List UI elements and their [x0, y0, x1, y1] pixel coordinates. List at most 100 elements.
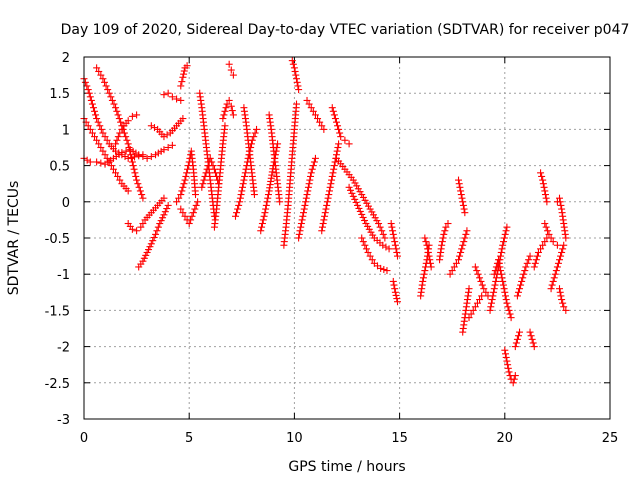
data-point	[156, 220, 164, 228]
data-point	[359, 193, 367, 201]
data-point	[135, 152, 143, 160]
data-point	[499, 277, 507, 285]
data-point	[513, 292, 521, 300]
data-point	[325, 191, 333, 199]
data-point	[107, 93, 115, 101]
data-point	[552, 267, 560, 275]
data-point	[351, 195, 359, 203]
data-point	[419, 274, 427, 282]
data-point	[236, 194, 244, 202]
data-point	[460, 205, 468, 213]
data-point	[159, 214, 167, 222]
data-point	[521, 267, 529, 275]
data-point	[539, 176, 547, 184]
y-tick-label: 1.5	[49, 87, 70, 102]
data-point	[503, 357, 511, 365]
data-point	[504, 364, 512, 372]
data-point	[181, 176, 189, 184]
data-point	[497, 252, 505, 260]
data-point	[293, 75, 301, 83]
data-point	[99, 129, 107, 137]
data-point	[229, 71, 237, 79]
data-point	[109, 165, 117, 173]
data-point	[310, 158, 318, 166]
data-point	[147, 122, 155, 130]
data-point	[292, 71, 300, 79]
data-point	[222, 104, 230, 112]
data-point	[296, 227, 304, 235]
data-point	[478, 281, 486, 289]
data-point	[335, 140, 343, 148]
data-point	[160, 194, 168, 202]
data-point	[303, 96, 311, 104]
data-point	[323, 201, 331, 209]
data-point	[347, 186, 355, 194]
data-point	[502, 296, 510, 304]
data-point	[560, 303, 568, 311]
data-point	[142, 251, 150, 259]
data-point	[486, 306, 494, 314]
data-point	[385, 245, 393, 253]
data-point	[210, 165, 218, 173]
data-point	[382, 243, 390, 251]
data-point	[145, 246, 153, 254]
data-point	[179, 183, 187, 191]
data-point	[253, 125, 261, 133]
data-point	[497, 248, 505, 256]
data-point	[456, 183, 464, 191]
data-point	[124, 117, 132, 125]
data-point	[86, 93, 94, 101]
data-point	[308, 165, 316, 173]
data-point	[105, 89, 113, 97]
data-point	[498, 245, 506, 253]
data-point	[321, 209, 329, 217]
data-point	[140, 254, 148, 262]
axis-ticks: 0 5 10 15 20 25 2 1.5 1 0.5 0 -0.5 -1 -1.5 -2 -2.5 -3	[45, 51, 619, 446]
data-point	[221, 122, 229, 130]
data-point	[99, 75, 107, 83]
data-point	[122, 133, 130, 141]
data-point	[465, 285, 473, 293]
data-point	[202, 169, 210, 177]
data-point	[150, 234, 158, 242]
data-point	[471, 263, 479, 271]
data-point	[180, 180, 188, 188]
data-point	[164, 89, 172, 97]
data-point	[220, 111, 228, 119]
data-point	[358, 191, 366, 199]
data-point	[556, 256, 564, 264]
data-point	[240, 176, 248, 184]
data-point	[318, 223, 326, 231]
data-point	[462, 230, 470, 238]
data-point	[461, 209, 469, 217]
data-point	[236, 198, 244, 206]
data-point	[121, 153, 129, 161]
data-point	[514, 288, 522, 296]
data-point	[377, 264, 385, 272]
data-point	[110, 100, 118, 108]
data-point	[392, 245, 400, 253]
data-point	[502, 292, 510, 300]
data-point	[85, 89, 93, 97]
y-axis-label: SDTVAR / TECUs	[6, 181, 22, 296]
data-point	[150, 124, 158, 132]
data-point	[507, 314, 515, 322]
data-point	[363, 199, 371, 207]
data-point	[160, 146, 168, 154]
data-point	[337, 133, 345, 141]
data-point	[137, 223, 145, 231]
chart-title: Day 109 of 2020, Sidereal Day-to-day VTE…	[61, 22, 630, 38]
data-point	[132, 172, 140, 180]
data-point	[208, 158, 216, 166]
data-point	[125, 144, 133, 151]
data-point	[354, 185, 362, 193]
data-point	[438, 238, 446, 246]
data-point	[547, 285, 555, 293]
data-point	[332, 118, 340, 126]
data-point	[393, 298, 401, 306]
data-point	[300, 209, 308, 217]
data-point	[184, 165, 192, 173]
data-point	[225, 96, 233, 104]
data-point	[354, 201, 362, 209]
data-point	[500, 285, 508, 293]
